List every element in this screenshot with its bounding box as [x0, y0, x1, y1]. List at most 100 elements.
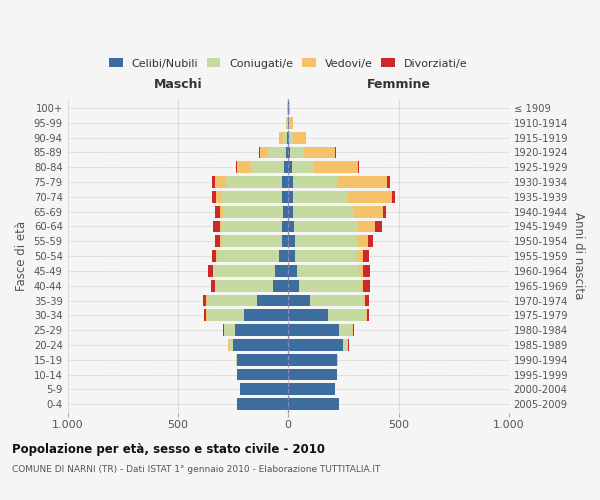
- Bar: [251, 162, 284, 173]
- Bar: [281, 191, 288, 203]
- Text: Maschi: Maschi: [154, 78, 202, 91]
- Bar: [203, 294, 206, 306]
- Bar: [287, 132, 288, 143]
- Bar: [217, 250, 218, 262]
- Bar: [343, 339, 348, 351]
- Bar: [367, 310, 369, 321]
- Bar: [222, 236, 281, 247]
- Bar: [356, 236, 368, 247]
- Text: COMUNE DI NARNI (TR) - Dati ISTAT 1° gennaio 2010 - Elaborazione TUTTITALIA.IT: COMUNE DI NARNI (TR) - Dati ISTAT 1° gen…: [12, 466, 380, 474]
- Bar: [204, 310, 206, 321]
- Bar: [206, 310, 244, 321]
- Bar: [288, 191, 293, 203]
- Bar: [229, 339, 233, 351]
- Bar: [288, 280, 299, 291]
- Bar: [220, 206, 223, 218]
- Bar: [260, 146, 268, 158]
- Bar: [383, 206, 386, 218]
- Bar: [286, 117, 287, 128]
- Bar: [288, 354, 337, 366]
- Bar: [238, 354, 288, 366]
- Bar: [236, 162, 238, 173]
- Bar: [337, 354, 338, 366]
- Bar: [288, 146, 290, 158]
- Bar: [365, 310, 367, 321]
- Bar: [348, 191, 392, 203]
- Bar: [206, 294, 257, 306]
- Bar: [288, 368, 337, 380]
- Bar: [363, 250, 369, 262]
- Bar: [288, 310, 328, 321]
- Bar: [257, 294, 288, 306]
- Bar: [288, 339, 343, 351]
- Bar: [212, 265, 213, 277]
- Bar: [212, 191, 217, 203]
- Bar: [294, 220, 358, 232]
- Bar: [238, 398, 288, 410]
- Bar: [215, 206, 220, 218]
- Bar: [289, 132, 293, 143]
- Bar: [287, 117, 288, 128]
- Bar: [392, 191, 395, 203]
- Text: Popolazione per età, sesso e stato civile - 2010: Popolazione per età, sesso e stato civil…: [12, 442, 325, 456]
- Bar: [293, 176, 337, 188]
- Bar: [365, 294, 370, 306]
- Bar: [215, 176, 226, 188]
- Bar: [288, 220, 294, 232]
- Bar: [223, 206, 283, 218]
- Bar: [238, 368, 288, 380]
- Bar: [290, 117, 293, 128]
- Bar: [358, 220, 376, 232]
- Bar: [295, 250, 356, 262]
- Bar: [288, 162, 292, 173]
- Bar: [208, 265, 212, 277]
- Y-axis label: Anni di nascita: Anni di nascita: [572, 212, 585, 300]
- Bar: [212, 176, 215, 188]
- Bar: [236, 354, 238, 366]
- Bar: [376, 220, 382, 232]
- Bar: [286, 146, 288, 158]
- Bar: [275, 265, 288, 277]
- Bar: [226, 176, 281, 188]
- Y-axis label: Fasce di età: Fasce di età: [15, 221, 28, 291]
- Bar: [310, 294, 363, 306]
- Bar: [353, 324, 354, 336]
- Bar: [339, 324, 352, 336]
- Bar: [356, 250, 363, 262]
- Bar: [222, 220, 281, 232]
- Bar: [314, 162, 358, 173]
- Bar: [289, 102, 290, 114]
- Bar: [280, 132, 283, 143]
- Bar: [215, 280, 273, 291]
- Text: Femmine: Femmine: [367, 78, 431, 91]
- Bar: [217, 191, 222, 203]
- Bar: [215, 236, 220, 247]
- Bar: [292, 162, 314, 173]
- Bar: [288, 206, 293, 218]
- Bar: [388, 176, 389, 188]
- Bar: [288, 398, 339, 410]
- Bar: [283, 206, 288, 218]
- Bar: [288, 324, 339, 336]
- Bar: [293, 132, 306, 143]
- Bar: [288, 265, 297, 277]
- Bar: [363, 294, 365, 306]
- Bar: [223, 324, 224, 336]
- Bar: [239, 384, 288, 396]
- Bar: [281, 220, 288, 232]
- Bar: [358, 162, 359, 173]
- Bar: [361, 280, 363, 291]
- Bar: [297, 265, 359, 277]
- Bar: [244, 310, 288, 321]
- Bar: [363, 265, 370, 277]
- Bar: [233, 339, 288, 351]
- Bar: [299, 280, 361, 291]
- Bar: [283, 132, 287, 143]
- Bar: [337, 176, 388, 188]
- Bar: [328, 310, 365, 321]
- Bar: [273, 280, 288, 291]
- Bar: [238, 162, 251, 173]
- Bar: [288, 294, 310, 306]
- Bar: [304, 146, 335, 158]
- Bar: [288, 236, 295, 247]
